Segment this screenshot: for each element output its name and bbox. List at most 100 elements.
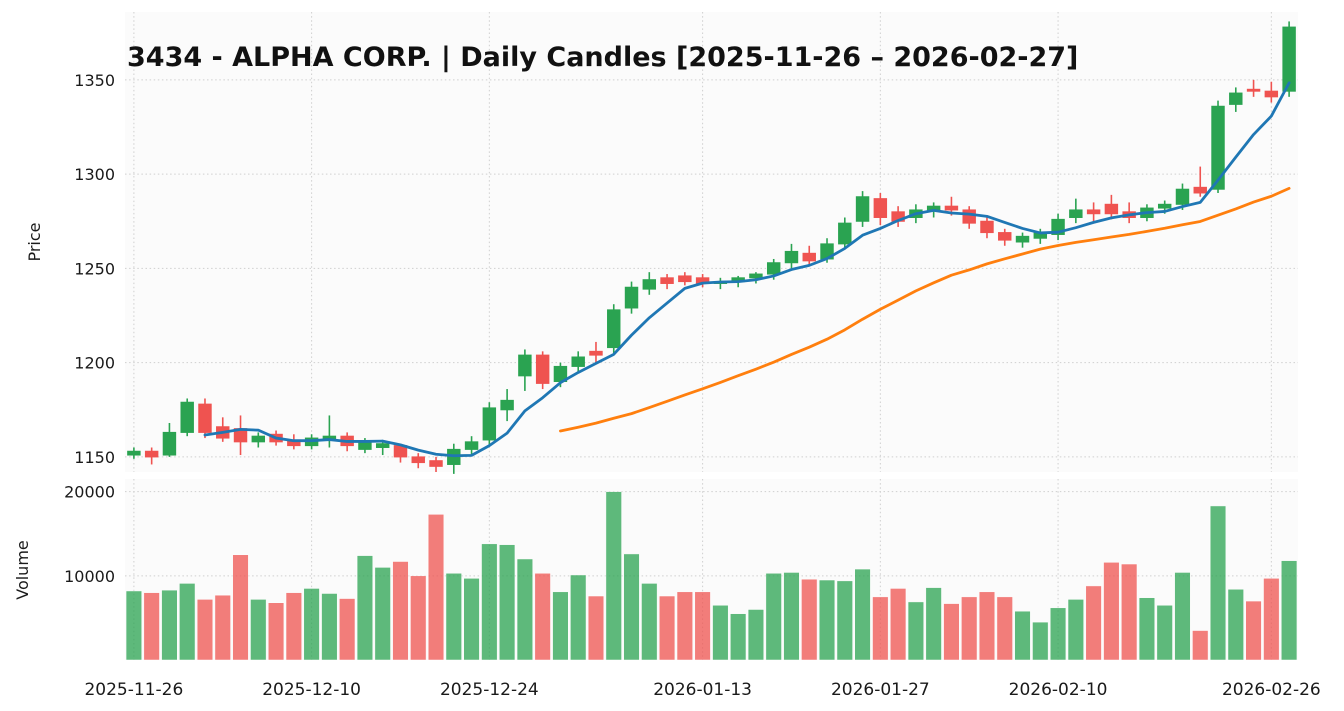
candle-body [998,232,1012,241]
candle-body [1282,26,1296,92]
volume-bar [676,591,693,661]
volume-bar [801,578,818,661]
candle-body [1015,235,1030,243]
volume-bar [303,588,320,661]
candle-body [1104,203,1119,215]
volume-bar [250,599,267,661]
ma-short-line [203,81,1291,458]
candle-body [411,456,425,464]
candle-body [766,262,781,275]
volume-axis-label: Volume [13,540,32,600]
volume-bar [410,575,427,661]
candle-body [375,443,390,448]
volume-tick-label: 10000 [64,567,115,586]
volume-bar [1174,572,1191,661]
volume-bar [641,583,658,661]
volume-bar [730,613,747,661]
volume-bar [285,592,302,661]
volume-bar [196,599,214,661]
chart-title: 3434 - ALPHA CORP. | Daily Candles [2025… [127,42,1078,73]
candles [127,21,1296,474]
candle-body [607,309,621,349]
price-tick-label: 1300 [74,165,115,184]
volume-tick-label: 20000 [64,483,115,502]
candle-body [838,222,852,245]
candle-body [1229,92,1243,105]
candle-body [784,250,799,264]
x-tick-label: 2026-01-27 [831,680,930,700]
volume-bar [374,567,391,661]
candle-body [518,354,532,377]
volume-bar [427,514,445,661]
volume-bar [1049,607,1067,661]
volume-bar [516,558,533,661]
volume-bar [694,591,711,661]
candle-body [1175,188,1190,205]
candle-body [429,460,443,467]
volume-bar [623,553,640,661]
volume-bar [463,578,480,661]
volume-bar [747,609,765,661]
volume-bar [1085,585,1102,661]
volume-bar [1209,505,1227,661]
candle-body [535,354,550,384]
volume-bar [1227,589,1244,661]
axis-tick-labels: 1150 1200 1250 1300 1350 10000 20000 2025-11-26… [64,71,1321,700]
x-tick-label: 2025-12-24 [440,680,539,700]
volume-bar [125,590,142,661]
moving-average-lines [203,81,1291,458]
candle-body [1264,90,1279,98]
volume-bar [179,583,196,661]
candle-body [464,441,479,450]
candle-body [944,205,959,211]
candle-body [571,356,585,367]
volume-bar [1014,610,1031,661]
price-panel [125,12,1298,472]
candle-body [980,220,994,234]
candle-body [802,252,816,262]
volume-bar [872,596,889,661]
x-tick-label: 2026-02-26 [1222,680,1321,700]
candle-body [144,450,159,458]
price-tick-label: 1350 [74,71,115,90]
volume-bar [1032,621,1049,661]
candle-body [1086,209,1101,215]
candle-body [482,407,497,441]
volume-bar [943,603,960,661]
volume-bar [534,573,551,661]
volume-bar [854,568,871,661]
volume-bar [321,593,338,661]
ma-long-line [559,186,1291,433]
candle-body [180,401,194,433]
volume-bar [1103,562,1120,661]
candle-body [962,209,976,224]
candle-body [1157,203,1172,209]
candle-body [660,277,674,284]
candle-body [873,198,888,218]
volume-bar [392,561,409,661]
volume-bar [499,544,516,661]
volume-bar [232,554,249,661]
volume-bar [339,598,356,661]
candle-body [162,431,177,456]
volume-bar [783,572,800,661]
volume-bar [925,587,942,661]
volume-bar [818,579,836,661]
volume-bar [1121,563,1138,661]
candle-body [198,403,212,433]
price-tick-label: 1200 [74,354,115,373]
volume-bar [143,592,160,661]
candle-body [1193,186,1207,194]
candle-body [589,350,603,356]
x-tick-label: 2026-02-10 [1009,680,1108,700]
volume-bar [552,591,569,661]
volume-bar [570,574,587,661]
volume-bar [267,602,285,661]
candle-body [251,435,266,443]
price-axis-label: Price [25,222,44,261]
candle-body [624,286,639,309]
volume-bar [961,596,978,661]
volume-bar [765,573,782,661]
volume-bars [125,491,1298,661]
